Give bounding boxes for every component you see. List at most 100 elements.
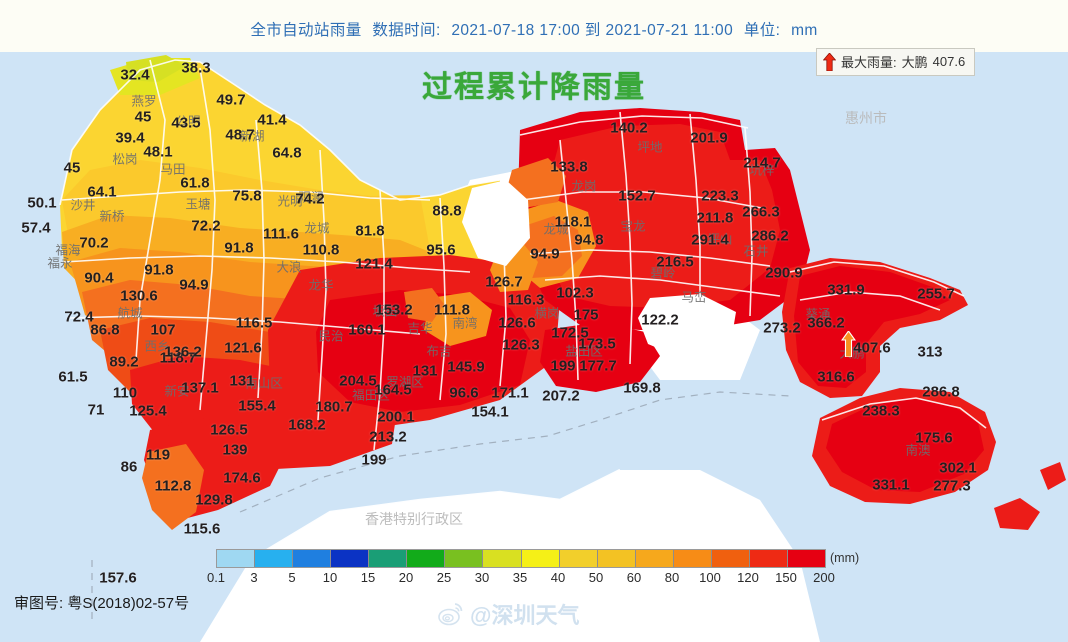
colorbar: 0.1 3 5 10 15 20 25 30 35 40 50 60 80 100 120 150 200 (207, 549, 835, 588)
station-value-label: 302.1 (939, 459, 977, 477)
place-name-label: 大浪 (276, 260, 302, 275)
station-value-label: 38.3 (181, 59, 211, 77)
station-value-label: 116.3 (507, 291, 545, 309)
place-name-label: 福田区 (352, 388, 390, 403)
colorbar-unit: (mm) (830, 551, 860, 565)
station-value-label: 214.7 (743, 154, 781, 172)
station-value-label: 213.2 (369, 428, 407, 446)
station-value-label: 89.2 (109, 353, 139, 371)
station-value-label: 407.6 (853, 339, 891, 357)
station-value-label: 171.1 (491, 384, 529, 402)
station-value-label: 91.8 (144, 261, 174, 279)
place-name-label: 西乡 (144, 339, 170, 354)
station-value-label: 126.5 (210, 421, 248, 439)
station-value-label: 366.2 (807, 314, 845, 332)
station-value-label: 86.8 (90, 321, 120, 339)
station-value-label: 207.2 (542, 387, 580, 405)
colorbar-strip (216, 549, 826, 568)
colorbar-swatch (483, 550, 522, 567)
place-name-label: 坪山 (707, 232, 733, 247)
station-value-label: 112.8 (154, 477, 192, 495)
station-value-label: 45 (63, 159, 81, 177)
place-name-label: 马田 (160, 162, 186, 177)
map-approval-number: 审图号: 粤S(2018)02-57号 (14, 595, 190, 612)
header-unit-label: 单位: (743, 22, 781, 39)
colorbar-tick-label: 150 (775, 570, 797, 585)
station-value-label: 175.6 (915, 429, 953, 447)
colorbar-swatch (673, 550, 712, 567)
place-name-label: 石井 (743, 244, 769, 259)
station-value-label: 153.2 (375, 301, 413, 319)
station-value-label: 180.7 (315, 398, 353, 416)
place-name-label: 坂田 (372, 304, 398, 319)
place-name-label: 沙井 (70, 198, 96, 213)
station-value-label: 111.8 (434, 301, 470, 319)
station-value-label: 177.7 (579, 357, 617, 375)
colorbar-tick-label: 200 (813, 570, 835, 585)
station-value-label: 255.7 (917, 285, 955, 303)
place-name-label: 葵涌 (805, 307, 831, 322)
station-value-label: 211.8 (696, 209, 734, 227)
station-value-label: 50.1 (27, 194, 57, 212)
max-rainfall-badge: 最大雨量: 大鹏 407.6 (816, 48, 976, 76)
colorbar-swatch (445, 550, 484, 567)
place-name-label: 碧岭 (650, 266, 676, 281)
place-name-label: 新桥 (99, 209, 125, 224)
colorbar-swatch (255, 550, 294, 567)
station-value-label: 49.7 (216, 91, 246, 109)
station-value-label: 91.8 (224, 239, 254, 257)
place-name-label: 玉塘 (185, 197, 211, 212)
station-value-label: 74.2 (295, 190, 325, 208)
max-rainfall-map-marker (840, 330, 857, 362)
colorbar-swatch (787, 550, 825, 567)
station-value-label: 125.4 (129, 402, 167, 420)
colorbar-tick-label: 35 (512, 570, 528, 585)
colorbar-tick-label: 3 (250, 570, 258, 585)
colorbar-tick-label: 5 (288, 570, 296, 585)
station-value-label: 72.2 (191, 217, 221, 235)
place-name-label: 坑梓 (749, 163, 775, 178)
station-value-label: 61.8 (180, 174, 210, 192)
station-value-label: 94.9 (179, 276, 209, 294)
station-value-label: 145.9 (447, 358, 485, 376)
station-value-label: 139 (222, 441, 248, 459)
station-value-label: 175 (573, 306, 599, 324)
station-value-label: 126.7 (485, 273, 523, 291)
station-value-label: 223.3 (701, 187, 739, 205)
station-value-label: 199 (550, 357, 576, 375)
station-value-label: 331.9 (827, 281, 865, 299)
max-rainfall-value: 407.6 (932, 54, 966, 69)
station-value-label: 111.6 (263, 225, 299, 243)
header-time-range: 2021-07-18 17:00 到 2021-07-21 11:00 (451, 22, 734, 39)
station-value-label: 94.9 (530, 245, 560, 263)
station-value-label: 290.9 (765, 264, 803, 282)
watermark-text: @深圳天气 (470, 603, 580, 628)
place-name-label: 南澳 (905, 443, 931, 458)
place-name-label: 马峦 (681, 290, 707, 305)
station-value-label: 61.5 (58, 368, 88, 386)
colorbar-tick-label: 100 (699, 570, 721, 585)
colorbar-tick-label: 15 (360, 570, 376, 585)
station-value-label: 119 (145, 446, 171, 464)
place-name-label: 新湖 (239, 129, 265, 144)
station-value-label: 126.6 (498, 314, 536, 332)
place-name-label: 龙城 (304, 221, 330, 236)
place-name-label: 松岗 (112, 152, 138, 167)
station-value-label: 172.5 (551, 324, 589, 342)
station-value-label: 286.2 (751, 227, 789, 245)
station-value-label: 201.9 (690, 129, 728, 147)
station-value-label: 199 (361, 451, 387, 469)
station-value-label: 86 (120, 458, 138, 476)
station-value-label: 57.4 (21, 219, 51, 237)
station-value-label: 70.2 (79, 234, 109, 252)
station-value-label: 131 (412, 362, 438, 380)
colorbar-swatch (407, 550, 446, 567)
station-value-label: 122.2 (641, 311, 679, 329)
header-background (0, 0, 1068, 52)
station-value-label: 81.8 (355, 222, 385, 240)
station-value-label: 140.2 (610, 119, 648, 137)
colorbar-swatch (293, 550, 332, 567)
place-name-label: 民治 (318, 329, 344, 344)
station-value-label: 169.8 (623, 379, 661, 397)
